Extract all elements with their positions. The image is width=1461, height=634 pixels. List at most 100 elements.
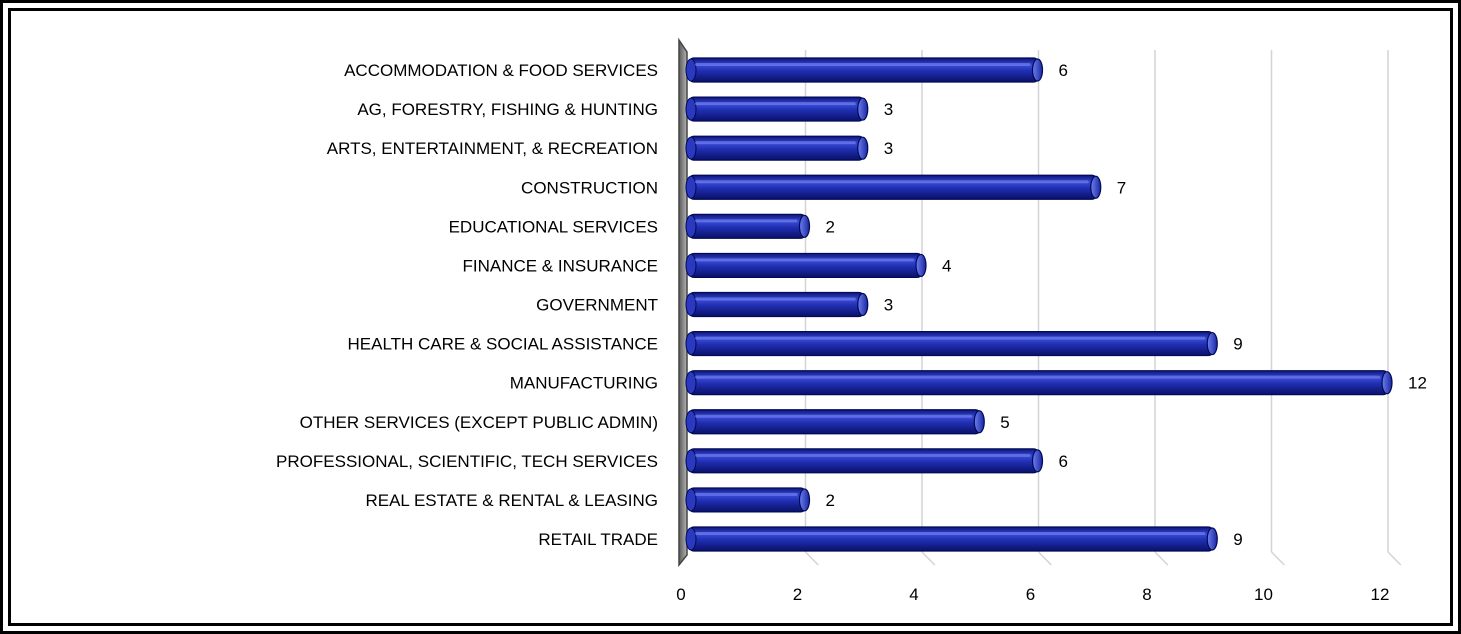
bar-start-cap xyxy=(685,214,697,238)
bar xyxy=(685,409,985,435)
x-tick-label: 12 xyxy=(1371,585,1390,604)
data-label: 2 xyxy=(826,491,835,510)
bar-start-cap xyxy=(685,488,697,512)
data-label: 7 xyxy=(1117,178,1126,197)
bar-highlight xyxy=(695,258,914,262)
category-label: GOVERNMENT xyxy=(536,296,658,315)
bar-highlight xyxy=(695,336,1206,340)
bar-highlight xyxy=(695,532,1206,535)
bar-start-cap xyxy=(685,175,697,199)
bar-start-cap xyxy=(685,449,697,473)
data-label: 9 xyxy=(1233,530,1242,549)
bar-end-cap xyxy=(1031,449,1044,473)
bar-end-cap xyxy=(1381,371,1393,395)
data-label: 6 xyxy=(1059,61,1068,80)
bar xyxy=(685,96,869,122)
category-label: FINANCE & INSURANCE xyxy=(462,256,658,275)
bar-body xyxy=(688,96,865,122)
bar-start-cap xyxy=(685,97,697,121)
data-label: 3 xyxy=(884,100,893,119)
bar-start-cap xyxy=(685,253,697,277)
value-labels: 6 3 3 7 2 4 3 9 12 5 6 2 9 xyxy=(826,61,1427,549)
category-label: OTHER SERVICES (EXCEPT PUBLIC ADMIN) xyxy=(300,413,658,432)
category-label: CONSTRUCTION xyxy=(521,178,658,197)
bar xyxy=(685,487,811,513)
data-label: 6 xyxy=(1059,452,1068,471)
axis-wall-panel xyxy=(678,37,688,568)
bar-end-cap xyxy=(798,214,811,238)
x-tick-label: 0 xyxy=(676,585,685,604)
data-label: 2 xyxy=(826,217,835,236)
axis-wall xyxy=(678,37,688,568)
bar-start-cap xyxy=(685,527,697,551)
bar-highlight xyxy=(695,375,1380,379)
bar xyxy=(685,330,1218,357)
category-label: PROFESSIONAL, SCIENTIFIC, TECH SERVICES xyxy=(276,452,658,471)
bar xyxy=(685,135,869,161)
bar-body xyxy=(688,57,1040,83)
data-label: 3 xyxy=(884,296,893,315)
category-label: EDUCATIONAL SERVICES xyxy=(449,217,658,236)
category-label: ACCOMMODATION & FOOD SERVICES xyxy=(344,61,658,80)
bar-body xyxy=(688,330,1214,357)
bar-highlight xyxy=(695,63,1031,66)
bar-start-cap xyxy=(685,293,697,316)
category-label: MANUFACTURING xyxy=(510,374,658,393)
gridline-foot xyxy=(1154,551,1169,566)
data-label: 9 xyxy=(1233,335,1242,354)
bars xyxy=(685,57,1393,552)
bar-highlight xyxy=(695,180,1089,184)
bar xyxy=(685,291,869,318)
bar-highlight xyxy=(695,453,1031,457)
bar xyxy=(685,370,1393,396)
gridline-foot xyxy=(1387,551,1402,566)
bar-end-cap xyxy=(1206,527,1218,551)
category-label: HEALTH CARE & SOCIAL ASSISTANCE xyxy=(348,335,659,354)
bar-end-cap xyxy=(973,410,985,434)
bar-body xyxy=(688,409,981,435)
bar-start-cap xyxy=(685,58,697,82)
gridline-foot xyxy=(921,551,936,566)
bar-body xyxy=(688,448,1040,474)
x-tick-label: 6 xyxy=(1026,585,1035,604)
gridline-foot xyxy=(1037,551,1052,566)
gridline-foot xyxy=(804,551,819,566)
bar-start-cap xyxy=(685,371,697,395)
category-label: REAL ESTATE & RENTAL & LEASING xyxy=(365,491,658,510)
bar-end-cap xyxy=(1031,58,1044,82)
bar-body xyxy=(688,135,865,161)
bar-highlight xyxy=(695,297,856,301)
data-label: 3 xyxy=(884,139,893,158)
bar-body xyxy=(688,487,807,513)
bar xyxy=(685,174,1102,200)
bar xyxy=(685,213,811,239)
bar-body xyxy=(688,526,1214,552)
bar-end-cap xyxy=(798,488,811,512)
bar-body xyxy=(688,370,1389,396)
data-label: 4 xyxy=(942,256,951,275)
bar-end-cap xyxy=(1206,331,1218,356)
x-tick-label: 8 xyxy=(1142,585,1151,604)
data-label: 5 xyxy=(1000,413,1009,432)
bar-highlight xyxy=(695,141,856,145)
x-tick-label: 2 xyxy=(793,585,802,604)
bar-body xyxy=(688,174,1098,200)
bar xyxy=(685,57,1044,83)
category-label: RETAIL TRADE xyxy=(538,530,658,549)
bar-body xyxy=(688,252,923,279)
data-label: 12 xyxy=(1408,374,1427,393)
category-label: ARTS, ENTERTAINMENT, & RECREATION xyxy=(327,139,658,158)
bar-highlight xyxy=(695,102,856,106)
x-tick-label: 4 xyxy=(909,585,918,604)
bar-body xyxy=(688,213,807,239)
bar-end-cap xyxy=(1090,175,1102,199)
x-tick-label: 10 xyxy=(1254,585,1273,604)
chart-inner-border xyxy=(8,8,1453,626)
bar-end-cap xyxy=(857,136,869,160)
bar-body xyxy=(688,291,865,318)
bar-highlight xyxy=(695,492,798,496)
bar-start-cap xyxy=(685,332,697,356)
category-labels: ACCOMMODATION & FOOD SERVICES AG, FORESTR… xyxy=(276,61,658,549)
